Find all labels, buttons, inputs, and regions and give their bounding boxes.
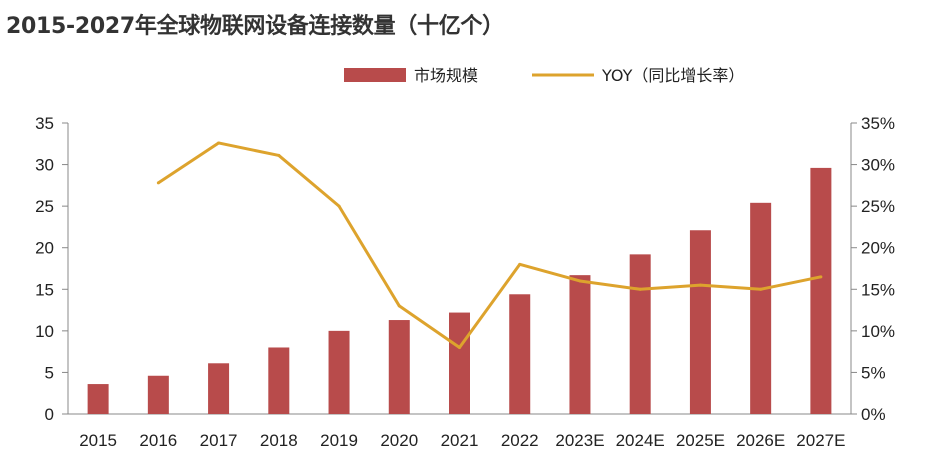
x-tick-label: 2025E <box>676 431 725 450</box>
x-axis-ticks: 2015 2016 2017 2018 2019 2020 2021 2022 2023E 202… <box>79 431 845 450</box>
left-tick-label: 30 <box>35 156 54 175</box>
yoy-point-2022 <box>518 262 522 266</box>
legend-bar-swatch <box>344 68 406 82</box>
yoy-point-2021 <box>458 345 461 349</box>
yoy-point-2018 <box>277 153 281 157</box>
x-tick-label: 2017 <box>200 431 238 450</box>
left-tick-label: 10 <box>35 322 54 341</box>
yoy-polyline <box>157 141 822 349</box>
left-tick-label: 5 <box>45 363 54 382</box>
bar-2017 <box>208 363 230 414</box>
x-tick-label: 2026E <box>736 431 785 450</box>
right-tick-label: 0% <box>861 405 886 424</box>
yoy-point-2025E <box>698 283 702 287</box>
bar-2022 <box>509 294 531 414</box>
bar-2025E <box>689 230 711 414</box>
chart-title: 2015-2027年全球物联网设备连接数量（十亿个） <box>6 14 504 39</box>
x-tick-label: 2016 <box>139 431 177 450</box>
axes: 0 5 10 15 20 25 30 35 0% 5% 10% 15% 20% 25% 30% 35% <box>35 114 895 424</box>
x-tick-label: 2015 <box>79 431 117 450</box>
right-tick-label: 30% <box>861 156 895 175</box>
bar-2020 <box>388 320 410 414</box>
x-tick-label: 2024E <box>616 431 665 450</box>
right-tick-label: 25% <box>861 197 895 216</box>
right-tick-label: 15% <box>861 280 895 299</box>
left-tick-label: 20 <box>35 239 54 258</box>
x-tick-label: 2027E <box>796 431 845 450</box>
bar-2016 <box>147 375 169 414</box>
left-tick-label: 25 <box>35 197 54 216</box>
left-tick-label: 35 <box>35 114 54 133</box>
x-tick-label: 2023E <box>555 431 604 450</box>
bar-2027E <box>810 167 832 414</box>
yoy-point-2019 <box>337 204 341 208</box>
bar-2021 <box>449 312 470 414</box>
legend-bar-label: 市场规模 <box>414 66 478 85</box>
bar-2024E <box>629 254 651 414</box>
yoy-point-2016 <box>156 181 160 185</box>
yoy-point-2024E <box>638 287 642 291</box>
right-tick-label: 35% <box>861 114 895 133</box>
x-tick-label: 2019 <box>320 431 358 450</box>
legend-line-label: YOY（同比增长率） <box>601 66 744 85</box>
yoy-line <box>156 141 823 349</box>
x-tick-label: 2021 <box>441 431 479 450</box>
yoy-point-2026E <box>759 287 763 291</box>
left-tick-label: 15 <box>35 280 54 299</box>
right-tick-label: 20% <box>861 239 895 258</box>
bar-2023E <box>569 275 591 414</box>
yoy-point-2023E <box>578 279 582 283</box>
bars <box>87 167 832 414</box>
bar-2026E <box>750 202 772 414</box>
bar-2019 <box>328 330 350 414</box>
yoy-point-2017 <box>217 141 221 145</box>
right-tick-label: 10% <box>861 322 895 341</box>
x-tick-label: 2020 <box>380 431 418 450</box>
right-tick-label: 5% <box>861 363 886 382</box>
yoy-point-2020 <box>397 304 401 308</box>
left-tick-label: 0 <box>45 405 54 424</box>
yoy-point-2027E <box>819 275 823 279</box>
bar-2018 <box>268 347 290 414</box>
x-tick-label: 2022 <box>501 431 539 450</box>
bar-2015 <box>87 384 109 414</box>
x-tick-label: 2018 <box>260 431 298 450</box>
legend: 市场规模 YOY（同比增长率） <box>344 66 744 85</box>
